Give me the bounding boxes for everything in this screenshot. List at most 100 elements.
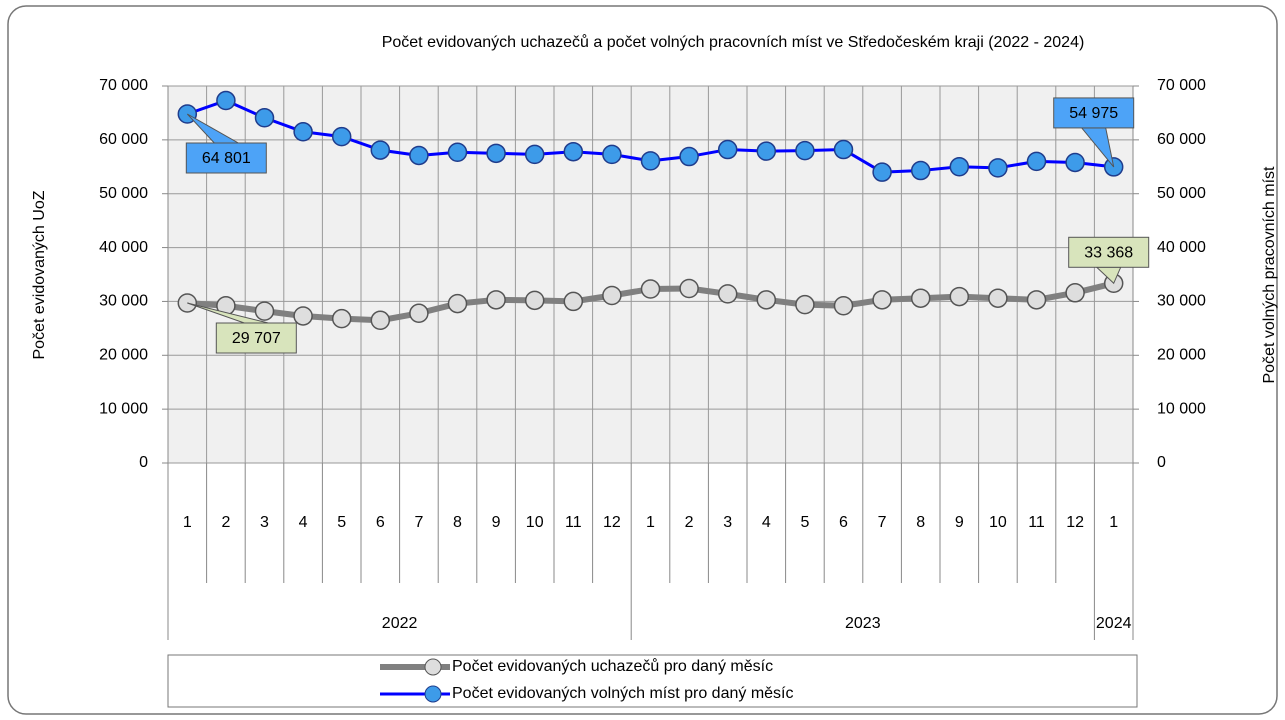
x-tick-label: 7 bbox=[414, 514, 423, 531]
x-tick-label: 10 bbox=[989, 514, 1007, 531]
x-tick-label: 1 bbox=[1109, 514, 1118, 531]
marker bbox=[717, 139, 738, 160]
y2-tick-label: 40 000 bbox=[1157, 239, 1206, 256]
y-tick-label: 70 000 bbox=[99, 77, 148, 94]
marker bbox=[293, 122, 313, 142]
y2-tick-label: 60 000 bbox=[1157, 131, 1206, 148]
marker bbox=[756, 141, 777, 161]
marker bbox=[331, 308, 352, 329]
chart-title: Počet evidovaných uchazečů a počet volný… bbox=[382, 33, 1085, 51]
callout-box bbox=[215, 322, 297, 354]
x-tick-label: 2 bbox=[221, 514, 230, 531]
marker bbox=[833, 139, 854, 160]
y2-tick-label: 0 bbox=[1157, 454, 1166, 471]
legend-box bbox=[167, 654, 1138, 708]
x-tick-label: 9 bbox=[492, 514, 501, 531]
callout-box bbox=[185, 142, 267, 174]
legend-label: Počet evidovaných uchazečů pro daný měsí… bbox=[452, 657, 773, 675]
x-tick-label: 7 bbox=[878, 514, 887, 531]
x-tick-label: 8 bbox=[916, 514, 925, 531]
marker bbox=[949, 286, 970, 307]
marker bbox=[563, 141, 584, 162]
x-tick-label: 6 bbox=[376, 514, 385, 531]
marker bbox=[409, 303, 429, 324]
legend-swatch-marker bbox=[424, 658, 442, 676]
x-group-label: 2023 bbox=[845, 615, 881, 632]
data-label: 64 801 bbox=[202, 150, 251, 167]
marker bbox=[795, 140, 815, 161]
legend-label: Počet evidovaných volných míst pro daný … bbox=[452, 685, 794, 702]
marker bbox=[524, 144, 545, 165]
x-tick-label: 8 bbox=[453, 514, 462, 531]
marker bbox=[216, 90, 236, 111]
y-tick-label: 60 000 bbox=[99, 131, 148, 148]
marker bbox=[563, 291, 584, 312]
marker bbox=[524, 290, 545, 311]
x-tick-label: 3 bbox=[723, 514, 732, 531]
marker bbox=[795, 294, 815, 315]
y-tick-label: 50 000 bbox=[99, 185, 148, 202]
marker bbox=[370, 140, 391, 160]
marker bbox=[602, 144, 622, 165]
marker bbox=[602, 285, 622, 306]
y-axis-title: Počet evidovaných UoZ bbox=[31, 190, 48, 359]
x-tick-label: 3 bbox=[260, 514, 269, 531]
x-tick-label: 4 bbox=[762, 514, 771, 531]
x-tick-label: 12 bbox=[603, 514, 621, 531]
marker bbox=[486, 143, 506, 164]
marker bbox=[254, 108, 275, 128]
y-tick-label: 40 000 bbox=[99, 239, 148, 256]
marker bbox=[447, 293, 468, 314]
y-tick-label: 30 000 bbox=[99, 293, 148, 310]
marker bbox=[910, 288, 931, 308]
marker bbox=[640, 151, 661, 171]
marker bbox=[833, 295, 854, 316]
marker bbox=[1065, 283, 1085, 303]
marker bbox=[910, 160, 931, 181]
y2-tick-label: 30 000 bbox=[1157, 293, 1206, 310]
y2-tick-label: 50 000 bbox=[1157, 185, 1206, 202]
y2-tick-label: 10 000 bbox=[1157, 400, 1206, 417]
x-tick-label: 9 bbox=[955, 514, 964, 531]
data-label: 54 975 bbox=[1069, 105, 1118, 122]
y-tick-label: 10 000 bbox=[99, 400, 148, 417]
marker bbox=[447, 142, 468, 162]
plot-area bbox=[167, 85, 1134, 464]
x-tick-label: 1 bbox=[646, 514, 655, 531]
marker bbox=[331, 126, 352, 147]
x-tick-label: 10 bbox=[526, 514, 544, 531]
marker bbox=[254, 301, 275, 321]
y-tick-label: 20 000 bbox=[99, 347, 148, 364]
marker bbox=[370, 310, 391, 331]
marker bbox=[486, 290, 506, 310]
x-tick-label: 2 bbox=[685, 514, 694, 531]
x-tick-label: 5 bbox=[337, 514, 346, 531]
x-tick-label: 12 bbox=[1066, 514, 1084, 531]
callout-box bbox=[1068, 236, 1150, 268]
marker bbox=[409, 145, 429, 166]
marker bbox=[640, 279, 661, 299]
x-tick-label: 5 bbox=[800, 514, 809, 531]
y2-tick-label: 20 000 bbox=[1157, 347, 1206, 364]
marker bbox=[988, 288, 1008, 308]
x-tick-label: 6 bbox=[839, 514, 848, 531]
x-group-label: 2024 bbox=[1096, 615, 1132, 632]
x-tick-label: 11 bbox=[1028, 514, 1045, 531]
marker bbox=[1026, 290, 1047, 310]
x-tick-label: 1 bbox=[183, 514, 192, 531]
marker bbox=[679, 146, 699, 167]
marker bbox=[717, 284, 738, 304]
y-tick-label: 0 bbox=[139, 454, 148, 471]
marker bbox=[756, 290, 777, 310]
marker bbox=[1065, 152, 1085, 173]
marker bbox=[949, 157, 970, 177]
data-label: 33 368 bbox=[1084, 245, 1133, 262]
x-group-label: 2022 bbox=[382, 615, 418, 632]
legend-swatch-marker bbox=[424, 685, 442, 703]
marker bbox=[872, 290, 892, 310]
marker bbox=[293, 306, 313, 326]
callout-box bbox=[1053, 97, 1135, 129]
marker bbox=[1026, 151, 1047, 172]
